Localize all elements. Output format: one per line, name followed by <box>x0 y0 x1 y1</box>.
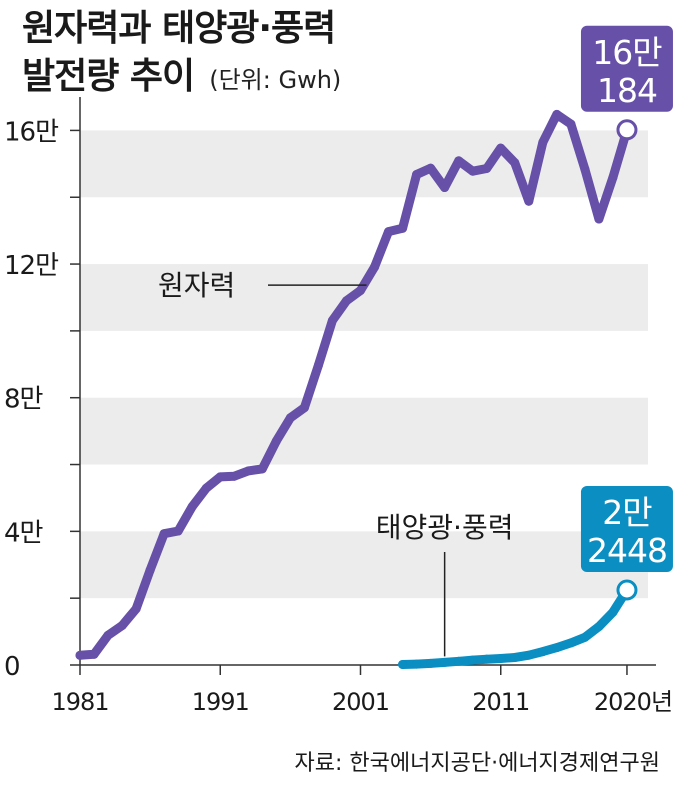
grid-band-1 <box>80 397 648 465</box>
series-layer <box>75 109 638 669</box>
y-tick-label-2: 8만 <box>4 385 43 415</box>
data-point <box>482 164 492 174</box>
grid-band-3 <box>80 130 648 198</box>
data-point <box>524 196 534 206</box>
data-point <box>594 622 604 632</box>
y-tick-label-0: 0 <box>4 652 20 682</box>
data-point <box>608 173 618 183</box>
data-point <box>510 158 520 168</box>
data-point <box>145 565 155 575</box>
data-point <box>412 170 422 180</box>
data-point <box>327 316 337 326</box>
data-point <box>538 647 548 657</box>
data-point <box>538 137 548 147</box>
x-tick-label-4: 2020년 <box>594 688 672 716</box>
data-point <box>566 119 576 129</box>
data-point <box>496 653 506 663</box>
data-point <box>510 652 520 662</box>
y-axis: 0 4만 8만 12만 16만 <box>4 97 81 682</box>
data-point <box>412 659 422 669</box>
data-point <box>243 466 253 476</box>
data-point <box>384 227 394 237</box>
x-tick-label-1: 1991 <box>192 688 249 716</box>
callout-line-1-0: 16만 <box>592 33 662 72</box>
series-label-nuclear: 원자력 <box>158 269 235 302</box>
chart-title-line-1: 원자력과 태양광·풍력 <box>22 8 335 49</box>
data-point <box>285 413 295 423</box>
data-point <box>524 650 534 660</box>
data-point <box>299 403 309 413</box>
series-label-renewable: 태양광·풍력 <box>376 511 514 544</box>
data-point <box>552 109 562 119</box>
data-point <box>103 630 113 640</box>
grid-band-2 <box>80 264 648 331</box>
x-axis: 1981 1991 2001 2011 2020년 <box>51 664 673 716</box>
data-point <box>257 464 267 474</box>
y-tick-label-1: 4만 <box>4 518 43 548</box>
data-point <box>594 214 604 224</box>
data-point <box>215 472 225 482</box>
x-tick-label-2: 2001 <box>332 688 389 716</box>
data-point <box>440 183 450 193</box>
data-point <box>566 638 576 648</box>
data-point <box>117 621 127 631</box>
data-point <box>398 659 408 669</box>
data-point <box>440 657 450 667</box>
data-point <box>426 163 436 173</box>
x-tick-label-0: 1981 <box>51 688 108 716</box>
callout-line-2-0: 184 <box>597 71 657 110</box>
data-point <box>496 143 506 153</box>
data-point <box>201 483 211 493</box>
data-point <box>271 436 281 446</box>
chart-title-line-2-text: 발전량 추이 <box>22 56 194 97</box>
data-point <box>75 650 85 660</box>
data-point <box>468 655 478 665</box>
end-marker-1 <box>616 579 638 601</box>
chart-title-line-2: 발전량 추이 (단위: Gwh) <box>22 56 341 97</box>
series-0 <box>75 109 638 660</box>
data-point <box>454 156 464 166</box>
data-point <box>313 360 323 370</box>
callout-box-0 <box>580 25 673 112</box>
data-point <box>580 164 590 174</box>
data-point <box>341 296 351 306</box>
callout-line-2-1: 2448 <box>587 531 667 570</box>
data-point <box>89 649 99 659</box>
data-point <box>229 471 239 481</box>
y-tick-label-4: 16만 <box>4 117 58 147</box>
data-point <box>355 285 365 295</box>
gridline-bands <box>80 130 648 599</box>
data-point <box>131 604 141 614</box>
data-point <box>482 654 492 664</box>
data-point <box>426 658 436 668</box>
callout-line-1-1: 2만 <box>602 493 652 532</box>
callout-box-1 <box>580 485 673 572</box>
data-point <box>173 526 183 536</box>
data-point <box>370 262 380 272</box>
y-tick-label-3: 12만 <box>4 251 58 281</box>
data-point <box>552 643 562 653</box>
series-line-0 <box>75 109 632 660</box>
data-point <box>608 607 618 617</box>
series-1 <box>398 579 638 669</box>
data-point <box>468 166 478 176</box>
data-point <box>187 502 197 512</box>
grid-band-0 <box>80 531 648 599</box>
data-point <box>159 529 169 539</box>
data-point <box>580 632 590 642</box>
end-marker-0 <box>616 119 638 141</box>
source-note: 자료: 한국에너지공단·에너지경제연구원 <box>295 751 660 776</box>
data-point <box>454 656 464 666</box>
data-point <box>398 223 408 233</box>
x-tick-label-3: 2011 <box>472 688 529 716</box>
unit-label: (단위: Gwh) <box>209 66 341 94</box>
